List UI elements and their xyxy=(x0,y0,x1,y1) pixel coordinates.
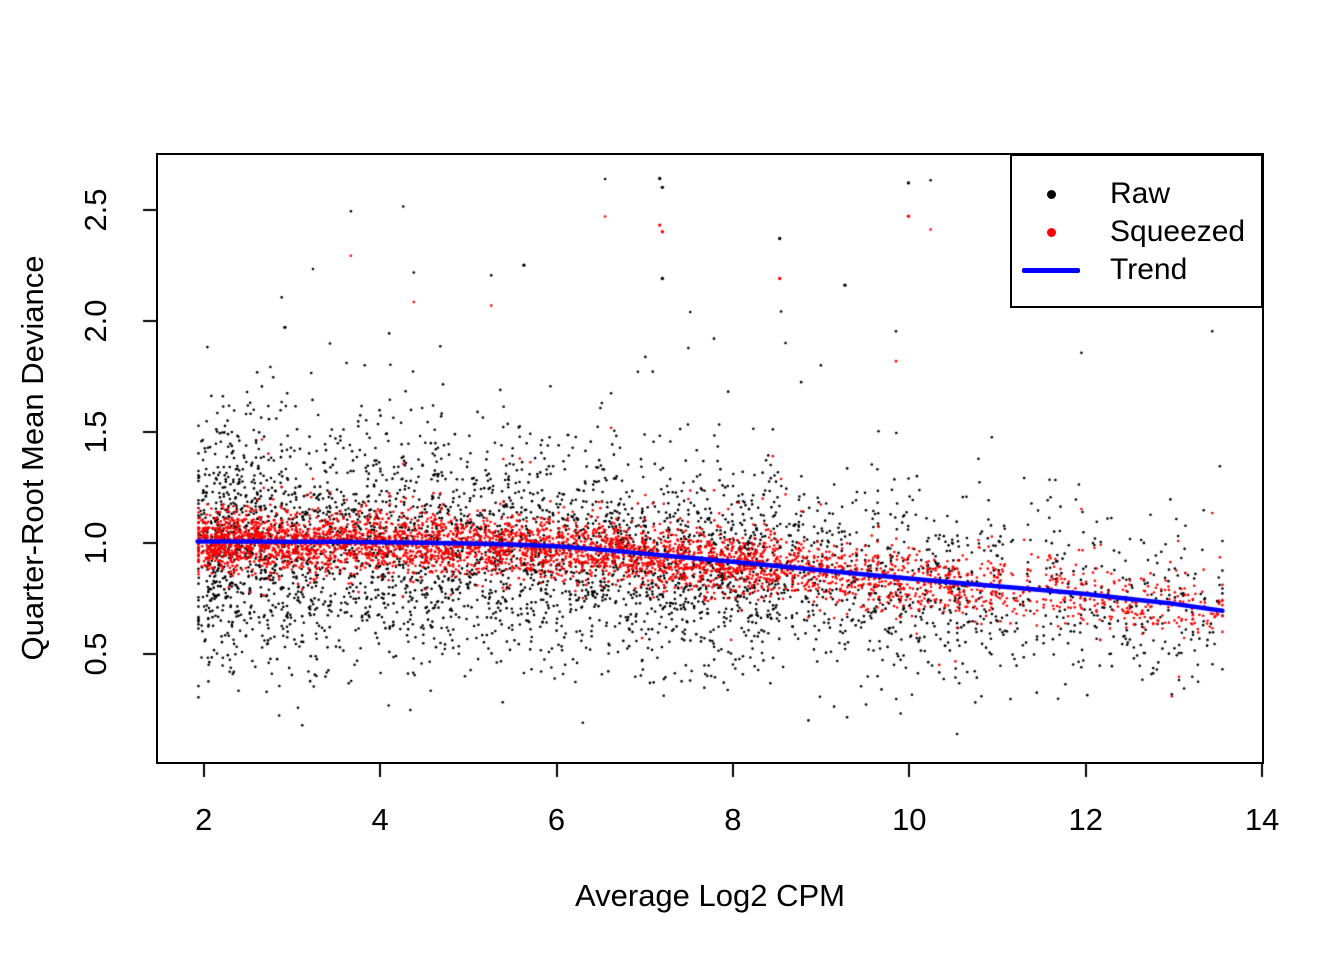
x-tick-label: 8 xyxy=(724,802,742,837)
x-tick-label: 10 xyxy=(892,802,927,837)
legend-label-squeezed: Squeezed xyxy=(1110,215,1246,248)
legend: Raw Squeezed Trend xyxy=(1010,154,1263,308)
x-tick-label: 6 xyxy=(547,802,566,837)
trend-line-icon xyxy=(1022,267,1080,273)
squeezed-marker-wrap xyxy=(1020,227,1082,237)
y-tick-label: 1.5 xyxy=(78,410,113,454)
legend-label-trend: Trend xyxy=(1110,253,1188,286)
x-axis-title: Average Log2 CPM xyxy=(575,878,845,913)
raw-point-icon xyxy=(1046,189,1056,199)
y-tick-label: 1.0 xyxy=(78,521,113,565)
y-tick-label: 2.5 xyxy=(78,188,113,232)
y-axis-title: Quarter-Root Mean Deviance xyxy=(15,255,50,661)
y-tick-label: 2.0 xyxy=(78,299,113,343)
y-tick-label: 0.5 xyxy=(78,632,113,676)
x-tick-label: 14 xyxy=(1244,802,1280,837)
raw-marker-wrap xyxy=(1020,189,1082,199)
legend-item-squeezed: Squeezed xyxy=(1020,213,1261,251)
x-tick-label: 12 xyxy=(1068,802,1103,837)
legend-item-trend: Trend xyxy=(1020,251,1261,289)
squeezed-point-icon xyxy=(1046,227,1056,237)
legend-item-raw: Raw xyxy=(1020,175,1261,213)
trend-marker-wrap xyxy=(1020,267,1082,273)
legend-label-raw: Raw xyxy=(1110,177,1171,210)
x-tick-label: 2 xyxy=(195,802,213,837)
x-tick-label: 4 xyxy=(371,802,389,837)
